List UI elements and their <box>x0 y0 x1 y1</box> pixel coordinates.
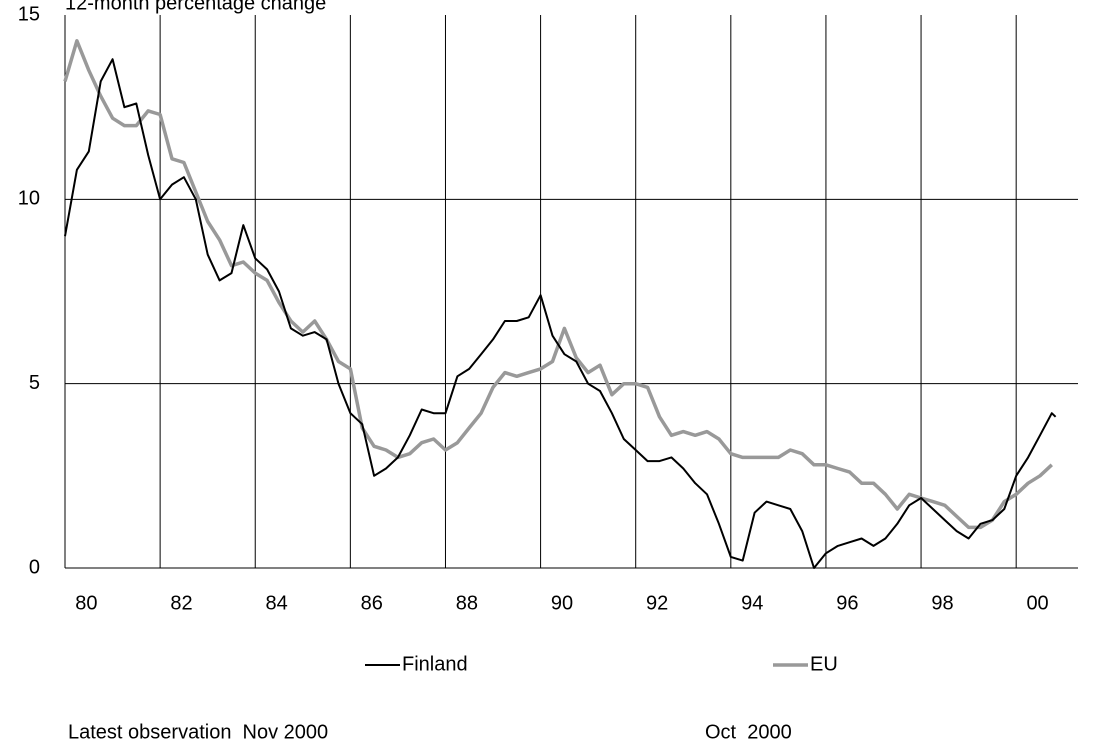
y-tick-label: 0 <box>29 556 40 578</box>
legend-label: Finland <box>402 653 468 675</box>
series-line <box>64 58 1057 569</box>
note: Latest observation Nov 2000 <box>68 721 328 743</box>
y-tick-label: 10 <box>18 188 40 210</box>
x-tick-label: 84 <box>266 592 288 614</box>
x-tick-label: 94 <box>741 592 763 614</box>
x-tick-label: 98 <box>931 592 953 614</box>
x-tick-label: 88 <box>456 592 478 614</box>
x-tick-label: 82 <box>170 592 192 614</box>
y-tick-label: 5 <box>29 372 40 394</box>
series-line <box>63 39 1053 530</box>
chart-title: 12-month percentage change <box>65 0 326 14</box>
legend-label: EU <box>810 653 838 675</box>
x-tick-label: 80 <box>75 592 97 614</box>
y-tick-label: 15 <box>18 3 40 25</box>
x-tick-label: 86 <box>361 592 383 614</box>
x-tick-label: 96 <box>836 592 858 614</box>
x-tick-label: 90 <box>551 592 573 614</box>
x-tick-label: 92 <box>646 592 668 614</box>
note: Oct 2000 <box>705 721 792 743</box>
x-tick-label: 00 <box>1026 592 1048 614</box>
